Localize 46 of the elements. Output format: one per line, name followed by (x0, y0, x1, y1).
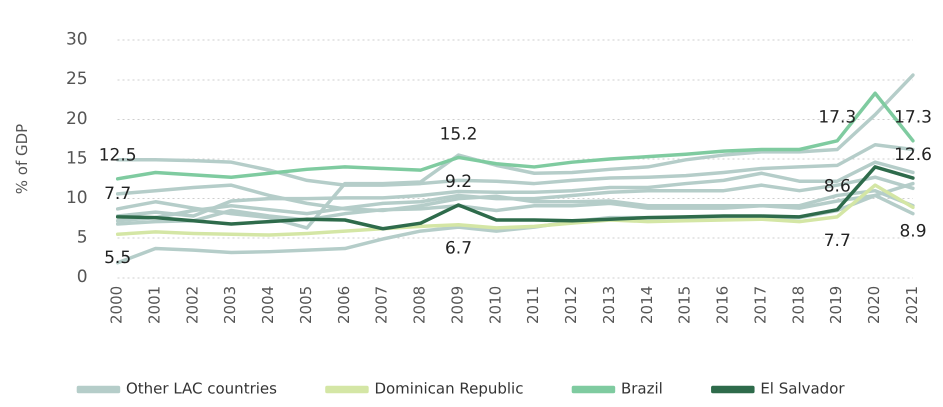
legend-label: El Salvador (760, 379, 846, 398)
data-label: 6.7 (444, 238, 472, 259)
y-tick-label: 15 (66, 148, 88, 168)
x-tick-label: 2005 (296, 286, 315, 324)
data-label: 8.6 (824, 176, 851, 197)
x-tick-label: 2019 (827, 286, 846, 324)
x-tick-label: 2004 (259, 286, 278, 324)
legend-label: Dominican Republic (374, 379, 524, 398)
x-tick-label: 2002 (183, 286, 202, 324)
y-tick-label: 25 (66, 69, 88, 90)
x-tick-label: 2016 (714, 286, 732, 324)
legend-label: Brazil (620, 379, 663, 398)
x-tick-label: 2008 (410, 286, 429, 324)
y-axis-title: % of GDP (12, 124, 31, 194)
data-label: 15.2 (440, 124, 478, 144)
x-tick-label: 2000 (108, 286, 126, 324)
x-tick-label: 2001 (145, 286, 164, 324)
x-tick-label: 2010 (486, 286, 504, 324)
x-tick-label: 2014 (638, 286, 656, 324)
x-tick-label: 2021 (902, 286, 921, 324)
x-tick-label: 2017 (751, 286, 770, 324)
data-label: 17.3 (894, 108, 932, 128)
x-tick-label: 2013 (600, 286, 618, 324)
x-tick-label: 2020 (865, 286, 884, 324)
x-tick-label: 2006 (334, 286, 353, 324)
y-tick-label: 0 (76, 267, 88, 288)
x-tick-label: 2009 (448, 286, 466, 324)
legend-label: Other LAC countries (126, 379, 278, 398)
y-tick-label: 5 (76, 228, 88, 248)
x-tick-label: 2011 (524, 286, 542, 324)
y-tick-label: 30 (66, 30, 88, 50)
x-tick-label: 2012 (562, 286, 580, 324)
data-label: 17.3 (818, 108, 856, 128)
data-label: 12.5 (98, 146, 137, 166)
data-label: 5.5 (104, 248, 132, 268)
y-tick-label: 10 (66, 188, 88, 208)
data-label: 12.6 (894, 144, 932, 165)
x-tick-label: 2003 (221, 286, 240, 324)
x-tick-label: 2018 (789, 286, 808, 324)
x-tick-label: 2015 (676, 286, 694, 324)
data-label: 7.7 (104, 184, 132, 204)
x-tick-label: 2007 (372, 286, 391, 324)
y-tick-label: 20 (66, 108, 88, 129)
data-label: 8.9 (899, 221, 927, 242)
data-label: 9.2 (444, 172, 472, 192)
data-label: 7.7 (824, 230, 851, 251)
